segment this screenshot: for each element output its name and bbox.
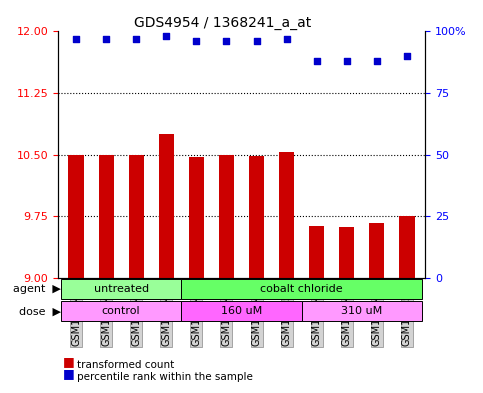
Bar xyxy=(309,226,324,278)
Point xyxy=(403,53,411,59)
Bar xyxy=(249,156,264,278)
Point xyxy=(102,36,110,42)
Point xyxy=(283,36,290,42)
Point xyxy=(313,58,321,64)
Bar xyxy=(279,152,294,278)
Text: 160 uM: 160 uM xyxy=(221,306,262,316)
Point xyxy=(132,36,140,42)
Text: untreated: untreated xyxy=(94,284,149,294)
Bar xyxy=(128,155,144,278)
FancyBboxPatch shape xyxy=(61,279,181,299)
Text: 310 uM: 310 uM xyxy=(341,306,383,316)
FancyBboxPatch shape xyxy=(181,301,302,321)
FancyBboxPatch shape xyxy=(61,301,181,321)
Text: dose  ▶: dose ▶ xyxy=(19,306,61,316)
Bar xyxy=(159,134,174,278)
Bar xyxy=(369,223,384,278)
Point xyxy=(253,38,260,44)
Bar xyxy=(189,157,204,278)
Bar xyxy=(69,155,84,278)
Text: agent  ▶: agent ▶ xyxy=(13,284,61,294)
FancyBboxPatch shape xyxy=(181,279,422,299)
Bar xyxy=(399,216,414,278)
Text: ■: ■ xyxy=(63,356,74,369)
Bar xyxy=(219,156,234,278)
FancyBboxPatch shape xyxy=(302,301,422,321)
Bar xyxy=(339,227,355,278)
Point xyxy=(343,58,351,64)
Text: cobalt chloride: cobalt chloride xyxy=(260,284,343,294)
Point xyxy=(193,38,200,44)
Text: GDS4954 / 1368241_a_at: GDS4954 / 1368241_a_at xyxy=(134,16,311,30)
Bar xyxy=(99,155,114,278)
Text: ■: ■ xyxy=(63,367,74,380)
Point xyxy=(373,58,381,64)
Text: control: control xyxy=(102,306,141,316)
Text: percentile rank within the sample: percentile rank within the sample xyxy=(77,372,253,382)
Text: transformed count: transformed count xyxy=(77,360,174,371)
Point xyxy=(162,33,170,40)
Point xyxy=(72,36,80,42)
Point xyxy=(223,38,230,44)
